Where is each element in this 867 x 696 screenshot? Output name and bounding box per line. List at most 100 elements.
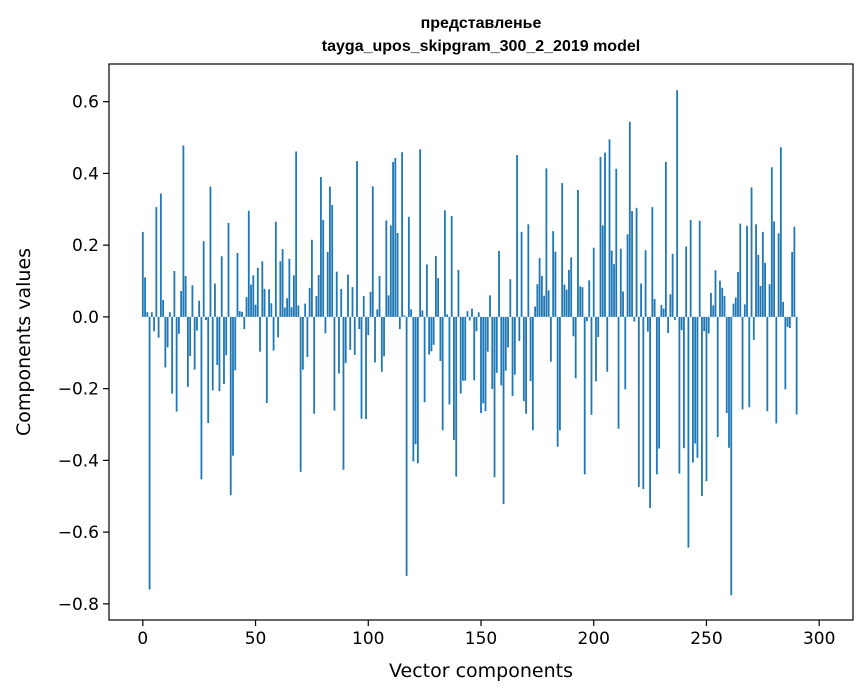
bar-141 <box>459 316 462 394</box>
bar-112 <box>394 157 397 317</box>
bar-225 <box>649 316 651 509</box>
bar-218 <box>633 316 636 322</box>
bar-145 <box>468 316 471 321</box>
bar-56 <box>268 289 270 317</box>
bar-275 <box>761 231 764 317</box>
bar-120 <box>412 316 415 462</box>
bar-288 <box>791 251 794 317</box>
bar-159 <box>500 316 503 386</box>
bar-95 <box>356 161 358 317</box>
x-tick-label: 150 <box>465 629 497 649</box>
bar-173 <box>531 316 534 431</box>
bar-77 <box>315 296 318 317</box>
bar-7 <box>157 316 160 338</box>
bar-105 <box>378 276 381 317</box>
bar-144 <box>466 311 469 317</box>
bar-146 <box>471 308 473 317</box>
bar-115 <box>401 152 403 317</box>
x-tick-label: 250 <box>690 629 722 649</box>
bar-265 <box>739 223 742 317</box>
bar-136 <box>448 316 451 405</box>
bar-114 <box>398 316 401 330</box>
bar-85 <box>333 316 336 411</box>
bar-97 <box>360 316 363 419</box>
bar-183 <box>554 251 557 317</box>
bar-198 <box>588 280 591 317</box>
bar-289 <box>793 226 796 317</box>
bar-38 <box>227 222 230 317</box>
bar-216 <box>628 121 631 317</box>
bar-123 <box>419 149 422 317</box>
bar-4 <box>150 312 153 317</box>
bar-96 <box>358 316 361 330</box>
bar-181 <box>549 316 552 362</box>
bar-66 <box>290 307 293 317</box>
bar-230 <box>660 305 663 317</box>
y-tick-label: −0.2 <box>58 380 99 400</box>
bar-43 <box>238 311 241 317</box>
bar-162 <box>507 316 509 348</box>
bar-130 <box>435 255 437 317</box>
x-tick-label: 50 <box>245 629 267 649</box>
bar-99 <box>365 316 367 420</box>
bar-150 <box>480 316 482 414</box>
bar-213 <box>622 291 624 317</box>
chart-title: представленье <box>421 15 542 32</box>
bar-203 <box>599 156 602 317</box>
bar-212 <box>619 248 622 317</box>
bar-series <box>141 90 798 596</box>
bar-252 <box>710 292 712 317</box>
bar-283 <box>779 147 782 317</box>
bar-39 <box>229 316 232 496</box>
bar-226 <box>651 207 654 317</box>
y-axis-ticks: −0.8 −0.6 −0.4 −0.2 0.0 0.2 0.4 0.6 <box>58 93 109 615</box>
y-tick-label: 0.0 <box>72 308 99 328</box>
bar-189 <box>568 269 570 317</box>
bar-62 <box>281 249 284 317</box>
bar-290 <box>795 316 798 415</box>
bar-214 <box>624 316 627 390</box>
bar-165 <box>513 316 516 375</box>
bar-167 <box>518 316 521 341</box>
bar-272 <box>755 224 757 317</box>
bar-104 <box>376 309 379 317</box>
bar-138 <box>453 316 455 440</box>
bar-231 <box>662 308 665 317</box>
bar-238 <box>678 316 681 474</box>
bar-285 <box>784 316 787 390</box>
bar-234 <box>669 294 672 317</box>
bar-35 <box>220 256 223 317</box>
bar-157 <box>495 316 498 373</box>
bar-168 <box>520 231 523 317</box>
x-tick-label: 200 <box>578 629 610 649</box>
bar-0 <box>141 231 144 317</box>
bar-117 <box>405 316 408 576</box>
bar-281 <box>775 316 778 424</box>
bar-51 <box>256 267 259 317</box>
bar-127 <box>428 316 431 355</box>
bar-232 <box>664 161 667 317</box>
bar-156 <box>493 316 496 478</box>
bar-17 <box>180 291 183 317</box>
y-tick-label: −0.6 <box>58 523 99 543</box>
bar-179 <box>545 168 548 317</box>
bar-276 <box>764 262 766 317</box>
bar-240 <box>683 316 685 449</box>
bar-142 <box>462 316 464 381</box>
bar-229 <box>658 316 661 449</box>
bar-176 <box>538 258 541 317</box>
bar-74 <box>308 287 311 317</box>
bar-182 <box>552 231 555 317</box>
bar-221 <box>640 283 642 317</box>
bar-233 <box>667 316 670 334</box>
bar-199 <box>590 316 593 415</box>
bar-152 <box>484 316 487 412</box>
bar-192 <box>574 316 577 379</box>
bar-270 <box>750 187 753 317</box>
bar-124 <box>421 310 424 317</box>
bar-250 <box>705 316 708 482</box>
bar-186 <box>561 183 564 317</box>
bar-76 <box>313 316 316 414</box>
y-tick-label: −0.4 <box>58 451 99 471</box>
bar-131 <box>437 278 440 317</box>
